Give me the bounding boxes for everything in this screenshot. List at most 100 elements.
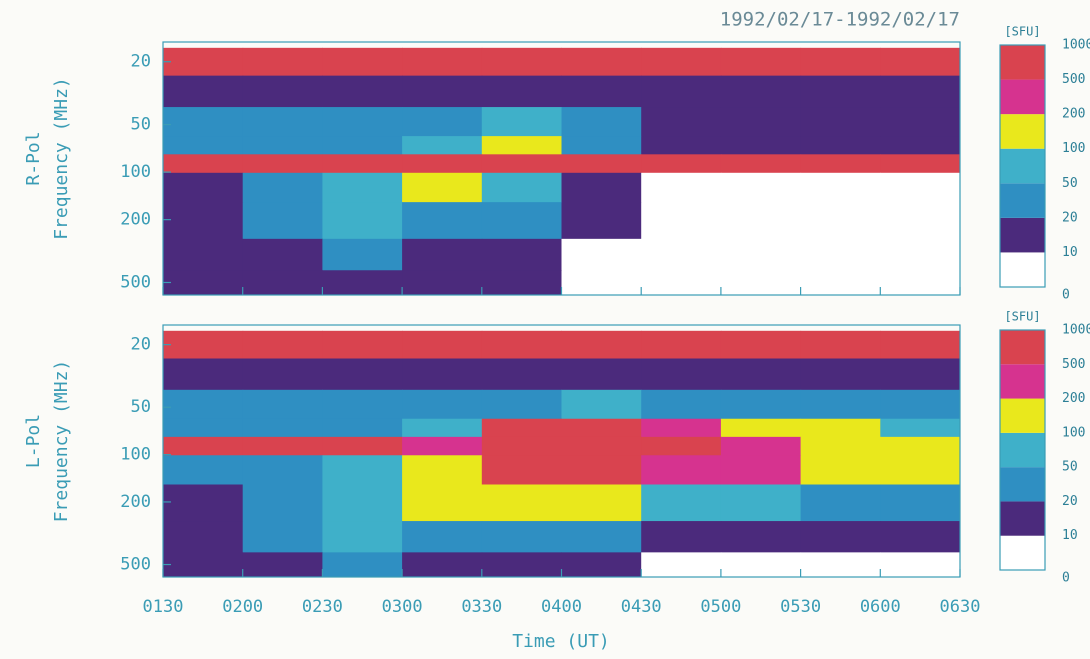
x-tick-label: 0500: [700, 597, 741, 617]
y-tick-label: 50: [131, 397, 151, 417]
heat-cell: [880, 521, 960, 553]
heat-cell: [322, 238, 403, 271]
heat-cell: [322, 330, 403, 360]
heat-cell: [481, 47, 562, 77]
heat-cell: [481, 270, 562, 295]
heat-cell: [242, 484, 323, 522]
y-tick-label: 100: [120, 445, 151, 465]
colorbar-tick-label: 10: [1062, 528, 1078, 543]
heat-cell: [880, 154, 960, 174]
heat-cell: [402, 521, 483, 553]
heat-cell: [163, 358, 244, 391]
heat-cell: [163, 154, 244, 174]
heat-cell: [561, 270, 642, 295]
heat-cell: [163, 238, 244, 271]
heat-cell: [163, 455, 244, 486]
colorbar-swatch: [1000, 79, 1045, 115]
colorbar-tick-label: 1000: [1062, 323, 1090, 338]
heat-cell: [561, 47, 642, 77]
colorbar-swatch: [1000, 398, 1045, 433]
colorbar-tick-label: 200: [1062, 107, 1085, 122]
heat-cell: [880, 136, 960, 155]
heat-cell: [242, 436, 323, 456]
heat-cell: [641, 136, 722, 155]
heat-cell: [242, 330, 323, 360]
heat-cell: [242, 270, 323, 295]
heat-cell: [561, 521, 642, 553]
heat-cell: [481, 418, 562, 438]
colorbar-swatch: [1000, 148, 1045, 184]
heat-cell: [242, 389, 323, 420]
colorbar-swatch: [1000, 45, 1045, 80]
heat-cell: [641, 330, 722, 360]
heat-cell: [641, 389, 722, 420]
colorbar-swatch: [1000, 252, 1045, 287]
heat-cell: [880, 107, 960, 137]
heat-cell: [800, 172, 881, 203]
heat-cell: [800, 270, 881, 295]
heat-cell: [402, 418, 483, 438]
heat-cell: [242, 154, 323, 174]
heat-cell: [163, 389, 244, 420]
heat-cell: [242, 107, 323, 137]
heat-cell: [800, 47, 881, 77]
heat-cell: [322, 107, 403, 137]
heat-cell: [242, 521, 323, 553]
heat-cell: [800, 330, 881, 360]
x-tick-label: 0630: [940, 597, 981, 617]
heat-cell: [481, 358, 562, 391]
heat-cell: [720, 136, 802, 155]
heat-cell: [402, 238, 483, 271]
heat-cell: [402, 270, 483, 295]
heat-cell: [561, 418, 642, 438]
heat-cell: [880, 172, 960, 203]
heat-cell: [242, 418, 323, 438]
chart-title: 1992/02/17-1992/02/17: [720, 9, 960, 31]
heatmap: [163, 47, 960, 295]
heat-cell: [561, 172, 642, 203]
heat-cell: [163, 521, 244, 553]
heat-cell: [880, 238, 960, 271]
heat-cell: [720, 484, 802, 522]
heat-cell: [322, 552, 403, 577]
heat-cell: [720, 47, 802, 77]
heat-cell: [561, 330, 642, 360]
colorbar-swatch: [1000, 535, 1045, 570]
colorbar-tick-label: 10: [1062, 245, 1078, 260]
heat-cell: [163, 552, 244, 577]
heat-cell: [242, 136, 323, 155]
heat-cell: [800, 455, 881, 486]
heat-cell: [163, 172, 244, 203]
heat-cell: [880, 455, 960, 486]
heat-cell: [800, 136, 881, 155]
heat-cell: [402, 436, 483, 456]
x-tick-label: 0230: [302, 597, 343, 617]
heat-cell: [561, 484, 642, 522]
heat-cell: [242, 202, 323, 240]
x-tick-label: 0330: [461, 597, 502, 617]
x-tick-label: 0130: [143, 597, 184, 617]
y-axis-title: Frequency (MHz): [51, 360, 72, 523]
heat-cell: [800, 358, 881, 391]
heat-cell: [481, 107, 562, 137]
colorbar-swatch: [1000, 183, 1045, 218]
colorbar-swatch: [1000, 467, 1045, 502]
heat-cell: [481, 389, 562, 420]
heat-cell: [880, 47, 960, 77]
heat-cell: [402, 202, 483, 240]
heat-cell: [322, 436, 403, 456]
heat-cell: [402, 552, 483, 577]
heat-cell: [720, 270, 802, 295]
heat-cell: [880, 418, 960, 438]
heat-cell: [481, 521, 562, 553]
heat-cell: [322, 484, 403, 522]
heat-cell: [720, 455, 802, 486]
y-tick-label: 200: [120, 210, 151, 230]
heat-cell: [481, 75, 562, 108]
heat-cell: [800, 552, 881, 577]
heat-cell: [561, 238, 642, 271]
heat-cell: [641, 436, 722, 456]
heat-cell: [641, 270, 722, 295]
heat-cell: [800, 202, 881, 240]
